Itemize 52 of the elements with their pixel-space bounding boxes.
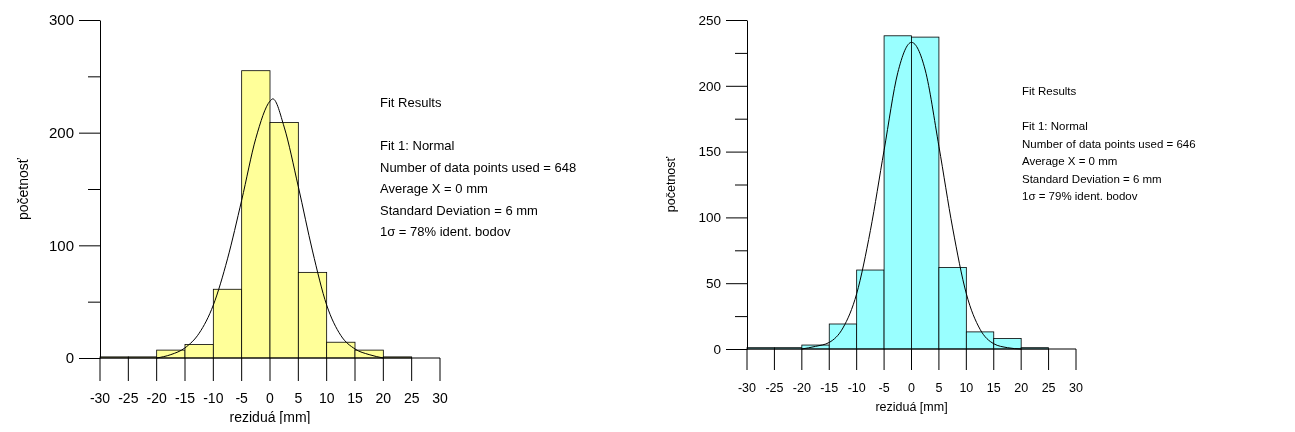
x-tick-label: -30 [89,390,111,406]
x-tick-label: 30 [1069,381,1083,395]
x-axis-title: reziduá [mm] [875,400,948,414]
y-tick-label: 250 [698,12,721,28]
x-tick-label: 10 [959,381,974,395]
y-tick-label: 100 [48,236,74,254]
y-tick-label: 300 [48,11,74,29]
x-axis-title: reziduá [mm] [229,409,311,425]
x-tick-label: -15 [174,390,196,406]
x-tick-label: 25 [1041,381,1056,395]
y-tick-label: 200 [698,78,721,94]
x-tick-label: 5 [935,381,943,395]
annotation: Number of data points used = 646 [1022,137,1196,150]
x-tick-label: -25 [118,390,139,406]
x-tick-label: -20 [146,390,167,406]
annotation: Average X = 0 mm [380,181,488,196]
x-tick-label: 10 [318,390,335,406]
x-tick-label: -10 [847,381,866,395]
x-tick-label: -20 [792,381,811,395]
x-tick-label: 20 [375,390,392,406]
y-tick-label: 100 [698,210,721,226]
y-tick-label: 150 [698,144,721,160]
x-tick-label: -5 [878,381,890,395]
annotation: Standard Deviation = 6 mm [380,202,538,218]
x-tick-label: 20 [1014,381,1029,395]
y-tick-label: 0 [65,349,74,367]
x-tick-label: -5 [235,390,249,406]
x-tick-label: 15 [347,390,363,406]
annotation: Standard Deviation = 6 mm [1022,172,1162,185]
y-tick-label: 0 [713,341,721,357]
x-tick-label: 30 [432,390,448,406]
x-tick-label: 0 [908,381,916,395]
annotation: Fit Results [380,95,442,110]
annotation: 1σ = 78% ident. bodov [380,224,512,239]
y-tick-label: 200 [48,123,74,141]
y-axis-title: početnosť [15,157,31,221]
x-tick-label: 0 [266,390,275,406]
x-tick-label: 25 [403,390,420,406]
x-tick-label: -10 [203,390,224,406]
annotation: Fit 1: Normal [380,138,455,153]
x-tick-label: -30 [737,381,757,395]
annotation: Fit 1: Normal [1022,120,1088,132]
annotation: Fit Results [1022,85,1077,97]
y-axis-title: početnosť [664,156,678,213]
y-tick-label: 50 [705,276,721,292]
x-tick-label: 5 [294,390,303,406]
annotation: 1σ = 79% ident. bodov [1022,190,1138,202]
x-tick-label: -15 [820,381,839,395]
x-tick-label: -25 [765,381,784,395]
annotation: Average X = 0 mm [1022,155,1118,167]
x-tick-label: 15 [986,381,1001,395]
annotation: Number of data points used = 648 [380,159,577,175]
